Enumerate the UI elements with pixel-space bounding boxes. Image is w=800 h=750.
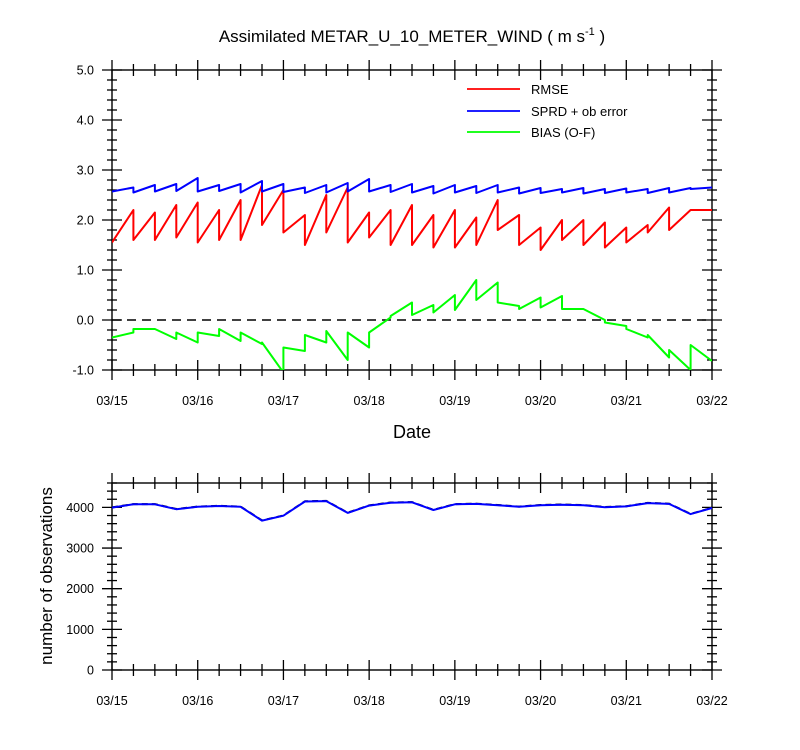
bottom-y-axis-label: number of observations	[37, 487, 56, 665]
x-tick-label: 03/22	[696, 694, 727, 708]
series-line-0-2	[112, 279, 712, 370]
legend-label-sprd: SPRD + ob error	[531, 104, 628, 119]
y-tick-label: 4000	[66, 501, 94, 515]
bottom-series-lines	[111, 499, 713, 522]
y-tick-label: 5.0	[77, 64, 94, 78]
top-x-tick-labels: 03/15 03/16 03/17 03/18 03/19 03/20 03/21 03/22	[96, 394, 727, 408]
y-tick-label: 0.0	[77, 314, 94, 328]
x-tick-label: 03/16	[182, 394, 213, 408]
legend-label-bias: BIAS (O-F)	[531, 125, 595, 140]
legend: RMSE SPRD + ob error BIAS (O-F)	[467, 82, 628, 140]
y-tick-label: 2.0	[77, 214, 94, 228]
bottom-ticks	[102, 473, 722, 680]
y-tick-label: 4.0	[77, 114, 94, 128]
series-line-1-0	[111, 499, 713, 522]
y-tick-label: 0	[87, 664, 94, 678]
y-tick-label: 1000	[66, 623, 94, 637]
bottom-plot-frame	[111, 482, 713, 671]
y-tick-label: 1.0	[77, 264, 94, 278]
x-tick-label: 03/20	[525, 394, 556, 408]
y-tick-label: 3000	[66, 542, 94, 556]
x-tick-label: 03/15	[96, 394, 127, 408]
x-tick-label: 03/18	[354, 394, 385, 408]
top-x-axis-label: Date	[393, 422, 431, 442]
top-chart-title-close: )	[595, 27, 605, 46]
x-tick-label: 03/18	[354, 694, 385, 708]
x-tick-label: 03/16	[182, 694, 213, 708]
x-tick-label: 03/17	[268, 694, 299, 708]
series-line-1-1	[111, 500, 713, 522]
series-line-0-0	[112, 184, 712, 251]
top-ticks	[102, 60, 722, 380]
y-tick-label: -1.0	[72, 364, 94, 378]
top-chart: Assimilated METAR_U_10_METER_WIND ( m s-…	[72, 26, 727, 442]
x-tick-label: 03/19	[439, 694, 470, 708]
y-tick-label: 3.0	[77, 164, 94, 178]
legend-label-rmse: RMSE	[531, 82, 569, 97]
x-tick-label: 03/21	[611, 694, 642, 708]
top-series-lines	[112, 177, 712, 370]
series-line-0-1	[112, 177, 712, 195]
x-tick-label: 03/19	[439, 394, 470, 408]
bottom-y-tick-labels: 0 1000 2000 3000 4000	[66, 501, 94, 678]
top-chart-title-exponent: -1	[585, 26, 595, 38]
top-chart-title-main: Assimilated METAR_U_10_METER_WIND ( m s	[219, 27, 585, 46]
x-tick-label: 03/22	[696, 394, 727, 408]
x-tick-label: 03/21	[611, 394, 642, 408]
top-chart-title: Assimilated METAR_U_10_METER_WIND ( m s-…	[219, 26, 605, 46]
bottom-x-tick-labels: 03/15 03/16 03/17 03/18 03/19 03/20 03/21 03/22	[96, 694, 727, 708]
top-y-tick-labels: -1.0 0.0 1.0 2.0 3.0 4.0 5.0	[72, 64, 94, 378]
x-tick-label: 03/20	[525, 694, 556, 708]
x-tick-label: 03/15	[96, 694, 127, 708]
x-tick-label: 03/17	[268, 394, 299, 408]
y-tick-label: 2000	[66, 582, 94, 596]
